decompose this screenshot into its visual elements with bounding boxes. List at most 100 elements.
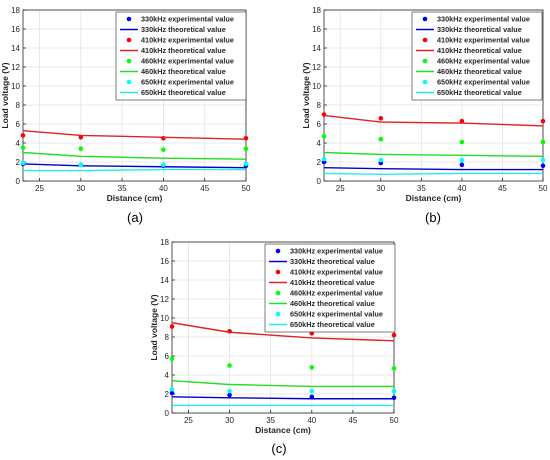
legend-entry-label: 460kHz experimental value	[290, 289, 383, 298]
y-tick-label: 8	[16, 101, 21, 110]
panel-label: (a)	[127, 210, 143, 225]
y-tick-label: 8	[165, 333, 170, 342]
legend-entry-label: 650kHz experimental value	[437, 78, 530, 87]
data-point-650kHz-experimental	[161, 162, 166, 168]
x-tick-label: 30	[376, 184, 385, 193]
y-tick-label: 0	[16, 177, 21, 186]
x-tick-label: 45	[348, 416, 357, 425]
x-axis-label: Distance (cm)	[107, 193, 163, 203]
y-tick-label: 14	[312, 44, 321, 53]
data-point-460kHz-experimental	[540, 139, 546, 145]
legend-entry-label: 410kHz experimental value	[141, 36, 234, 45]
legend-entry-label: 410kHz experimental value	[290, 268, 383, 277]
x-tick-label: 40	[457, 184, 466, 193]
data-point-460kHz-experimental	[20, 145, 26, 151]
legend-marker-swatch	[275, 290, 281, 296]
data-point-650kHz-experimental	[321, 156, 327, 162]
legend-entry-label: 330kHz experimental value	[437, 15, 530, 24]
y-tick-label: 2	[317, 158, 322, 167]
legend-entry-label: 410kHz experimental value	[437, 36, 530, 45]
data-point-650kHz-experimental	[169, 386, 175, 392]
y-axis-label: Load voltage (V)	[301, 62, 311, 128]
x-tick-label: 45	[200, 184, 209, 193]
y-tick-label: 12	[11, 63, 20, 72]
data-point-650kHz-experimental	[540, 157, 546, 163]
chart-panel: 25 30 35 40 45 50 0 2 4 6 8 10 12 14 16 18 Distance (cm)…	[301, 6, 548, 225]
y-tick-label: 18	[160, 238, 169, 247]
series-line-410kHz-theoretical	[323, 114, 544, 127]
legend-marker-swatch	[126, 37, 132, 43]
legend-entry-label: 460kHz experimental value	[141, 57, 234, 66]
data-point-650kHz-experimental	[78, 162, 84, 168]
data-point-460kHz-experimental	[243, 146, 249, 151]
y-tick-label: 6	[317, 120, 322, 129]
legend-entry-label: 410kHz theoretical value	[290, 278, 375, 287]
y-tick-label: 16	[160, 257, 169, 266]
data-point-650kHz-experimental	[227, 388, 232, 394]
y-tick-label: 4	[165, 371, 170, 380]
legend-entry-label: 650kHz experimental value	[290, 310, 383, 319]
y-tick-label: 10	[11, 82, 20, 91]
legend-entry-label: 460kHz theoretical value	[141, 67, 226, 76]
x-tick-label: 30	[76, 184, 85, 193]
x-tick-label: 35	[266, 416, 275, 425]
legend-entry-label: 330kHz theoretical value	[290, 257, 375, 266]
legend-entry-label: 330kHz theoretical value	[437, 25, 522, 34]
panel-label: (b)	[425, 210, 441, 225]
series-line-330kHz-theoretical	[171, 396, 394, 400]
chart-panel: 25 30 35 40 45 50 0 2 4 6 8 10 12 14 16 18 Distance (cm)…	[0, 6, 251, 225]
y-tick-label: 16	[312, 25, 321, 34]
data-point-460kHz-experimental	[227, 363, 232, 368]
series-line-650kHz-theoretical	[23, 168, 246, 172]
data-point-650kHz-experimental	[391, 388, 397, 394]
data-point-410kHz-experimental	[169, 324, 175, 329]
legend-entry-label: 330kHz experimental value	[290, 247, 383, 256]
y-tick-label: 10	[160, 314, 169, 323]
data-point-650kHz-experimental	[20, 160, 26, 166]
data-point-460kHz-experimental	[391, 366, 397, 371]
data-point-410kHz-experimental	[78, 135, 84, 140]
legend-entry-label: 460kHz theoretical value	[437, 67, 522, 76]
x-tick-label: 35	[118, 184, 127, 193]
series-line-410kHz-theoretical	[22, 129, 247, 140]
x-tick-label: 45	[498, 184, 507, 193]
legend-entry-label: 650kHz theoretical value	[141, 88, 226, 97]
y-tick-label: 6	[165, 352, 170, 361]
legend-entry-label: 410kHz theoretical value	[141, 46, 226, 55]
legend-entry-label: 650kHz theoretical value	[437, 88, 522, 97]
x-axis-label: Distance (cm)	[255, 425, 311, 435]
data-point-410kHz-experimental	[378, 116, 384, 121]
y-tick-label: 14	[11, 44, 20, 53]
y-tick-label: 4	[16, 139, 21, 148]
data-point-410kHz-experimental	[20, 133, 26, 138]
x-tick-label: 50	[539, 184, 548, 193]
legend-marker-swatch	[126, 58, 132, 64]
legend-marker-swatch	[275, 269, 281, 275]
y-tick-label: 12	[312, 63, 321, 72]
x-tick-label: 25	[336, 184, 345, 193]
series-line-460kHz-theoretical	[171, 380, 394, 388]
data-point-410kHz-experimental	[459, 118, 465, 124]
y-tick-label: 0	[165, 409, 170, 418]
series-line-650kHz-theoretical	[323, 172, 543, 176]
data-point-460kHz-experimental	[378, 136, 384, 142]
x-tick-label: 40	[159, 184, 168, 193]
x-tick-label: 30	[225, 416, 234, 425]
data-point-650kHz-experimental	[243, 161, 249, 167]
x-tick-label: 25	[35, 184, 44, 193]
legend-entry-label: 650kHz theoretical value	[290, 320, 375, 329]
data-point-330kHz-experimental	[459, 162, 465, 168]
legend-marker-swatch	[422, 58, 428, 64]
y-tick-label: 10	[312, 82, 321, 91]
legend-marker-swatch	[422, 16, 428, 22]
x-axis-label: Distance (cm)	[406, 193, 462, 203]
data-point-460kHz-experimental	[169, 356, 175, 362]
y-tick-label: 0	[317, 177, 322, 186]
y-tick-label: 6	[16, 120, 21, 129]
y-axis-label: Load voltage (V)	[0, 62, 10, 128]
data-point-460kHz-experimental	[321, 134, 327, 139]
legend-marker-swatch	[126, 16, 132, 22]
y-tick-label: 12	[160, 295, 169, 304]
